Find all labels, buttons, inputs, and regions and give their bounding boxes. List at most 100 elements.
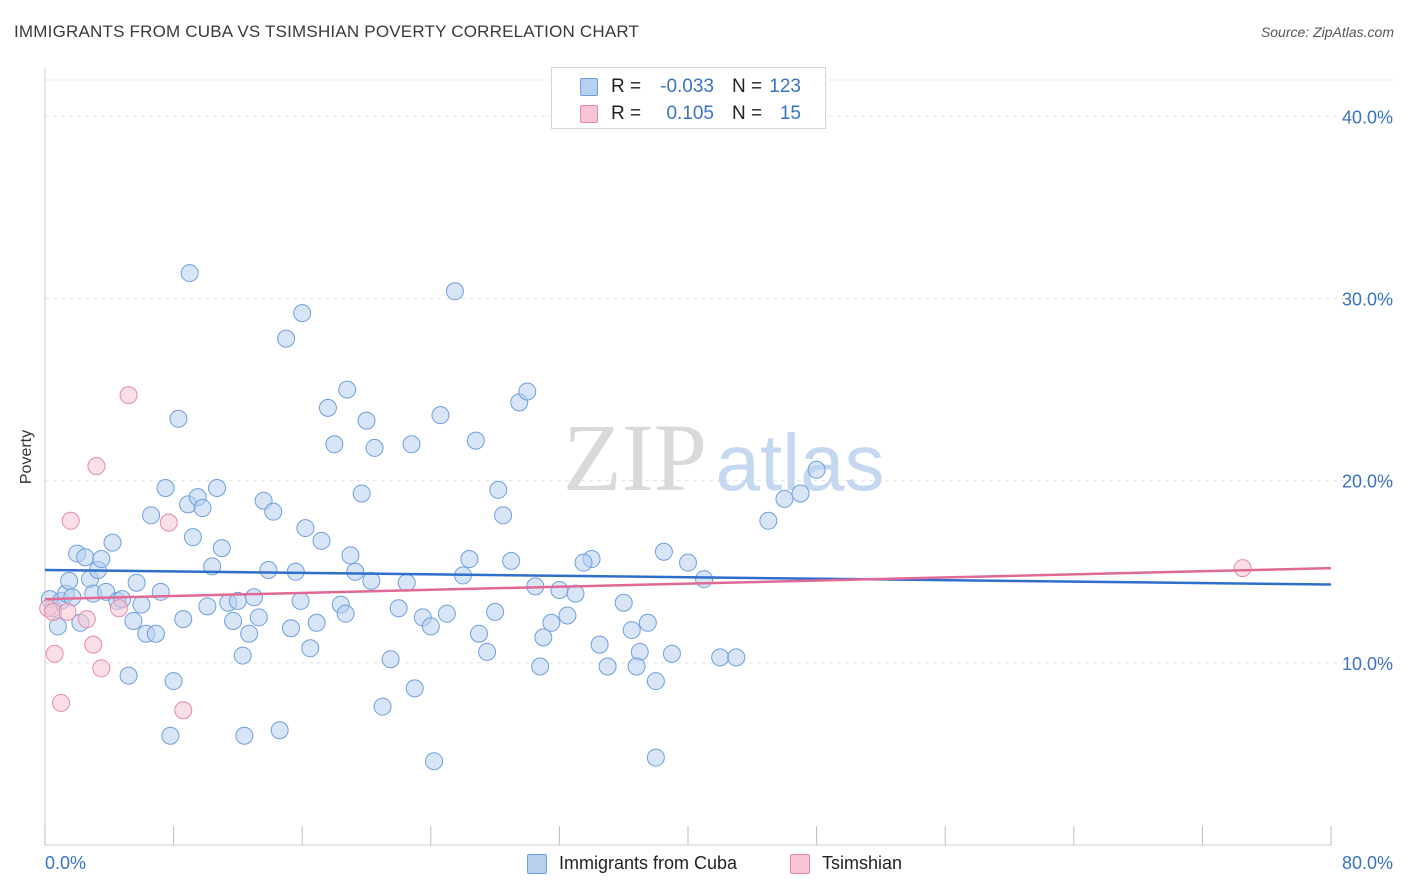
y-tick-label: 10.0%	[1342, 654, 1393, 674]
point-cuba	[460, 550, 479, 569]
axes	[44, 68, 1332, 846]
point-cuba	[164, 672, 183, 691]
trend-lines	[44, 566, 1332, 601]
point-cuba	[224, 611, 243, 630]
x-tick-label-max: 80.0%	[1342, 853, 1393, 873]
point-cuba	[259, 560, 278, 579]
point-cuba	[307, 613, 326, 632]
legend-n-value: 123	[769, 76, 801, 97]
x-tick-label-min: 0.0%	[45, 853, 86, 873]
point-cuba	[233, 646, 252, 665]
point-tsimshian	[1233, 559, 1252, 578]
legend-r-label: R =	[611, 76, 642, 97]
series-swatch-tsimshian	[790, 854, 810, 874]
point-cuba	[791, 484, 810, 503]
point-cuba	[174, 610, 193, 629]
point-cuba	[193, 499, 212, 518]
point-cuba	[534, 628, 553, 647]
point-cuba	[281, 619, 300, 638]
point-cuba	[312, 531, 331, 550]
point-cuba	[124, 611, 143, 630]
point-cuba	[646, 672, 665, 691]
source-label: Source: ZipAtlas.com	[1260, 24, 1394, 40]
point-cuba	[180, 264, 199, 283]
point-cuba	[127, 573, 146, 592]
point-tsimshian	[77, 610, 96, 629]
point-cuba	[630, 642, 649, 661]
point-cuba	[244, 588, 263, 607]
point-cuba	[198, 597, 217, 616]
legend-row-cuba: R = -0.033 N = 123	[552, 74, 825, 100]
point-cuba	[478, 642, 497, 661]
legend-n-label: N =	[732, 103, 763, 124]
point-cuba	[264, 502, 283, 521]
legend-r-label: R =	[611, 103, 642, 124]
point-tsimshian	[119, 386, 138, 405]
point-cuba	[76, 548, 95, 567]
point-cuba	[727, 648, 746, 667]
point-cuba	[574, 553, 593, 572]
point-tsimshian	[109, 599, 128, 618]
point-cuba	[362, 571, 381, 590]
point-cuba	[397, 573, 416, 592]
point-cuba	[437, 604, 456, 623]
point-cuba	[421, 617, 440, 636]
point-cuba	[277, 329, 296, 348]
correlation-legend: R = -0.033 N = 123 R = 0.105 N = 15	[551, 67, 826, 129]
point-cuba	[711, 648, 730, 667]
trend-line-cuba	[44, 568, 1332, 586]
legend-swatch-tsimshian	[580, 105, 598, 123]
point-cuba	[542, 613, 561, 632]
point-cuba	[405, 679, 424, 698]
point-cuba	[341, 546, 360, 565]
point-cuba	[169, 409, 188, 428]
point-cuba	[119, 666, 138, 685]
point-cuba	[270, 721, 289, 740]
point-cuba	[365, 438, 384, 457]
point-cuba	[92, 550, 111, 569]
point-cuba	[183, 528, 202, 547]
point-cuba	[638, 613, 657, 632]
point-cuba	[486, 602, 505, 621]
point-cuba	[208, 479, 227, 497]
point-cuba	[240, 624, 259, 643]
point-cuba	[373, 697, 392, 716]
point-tsimshian	[87, 457, 106, 476]
watermark: ZIP atlas	[563, 404, 884, 511]
point-cuba	[301, 639, 320, 658]
point-cuba	[494, 506, 513, 525]
point-tsimshian	[92, 659, 111, 678]
point-cuba	[489, 480, 508, 499]
point-cuba	[550, 581, 569, 599]
point-cuba	[381, 650, 400, 669]
point-cuba	[142, 506, 161, 525]
point-cuba	[431, 406, 450, 425]
point-cuba	[807, 460, 826, 479]
point-cuba	[346, 562, 365, 581]
point-tsimshian	[159, 513, 178, 532]
point-cuba	[103, 533, 122, 552]
point-cuba	[662, 644, 681, 663]
chart-title: IMMIGRANTS FROM CUBA VS TSIMSHIAN POVERT…	[14, 22, 640, 41]
point-cuba	[502, 551, 521, 570]
point-cuba	[235, 726, 254, 745]
point-cuba	[60, 571, 79, 590]
legend-r-value: 0.105	[666, 103, 714, 124]
point-cuba	[646, 748, 665, 767]
point-cuba	[296, 519, 315, 538]
point-cuba	[466, 431, 485, 450]
point-cuba	[212, 539, 231, 558]
point-cuba	[352, 484, 371, 503]
point-cuba	[425, 752, 444, 771]
point-tsimshian	[174, 701, 193, 720]
point-cuba	[249, 608, 268, 627]
point-cuba	[445, 282, 464, 301]
point-cuba	[325, 435, 344, 454]
point-tsimshian	[61, 511, 80, 530]
point-cuba	[470, 624, 489, 643]
point-cuba	[590, 635, 609, 654]
point-tsimshian	[84, 635, 103, 654]
point-cuba	[293, 304, 312, 323]
y-tick-label: 20.0%	[1342, 472, 1393, 492]
